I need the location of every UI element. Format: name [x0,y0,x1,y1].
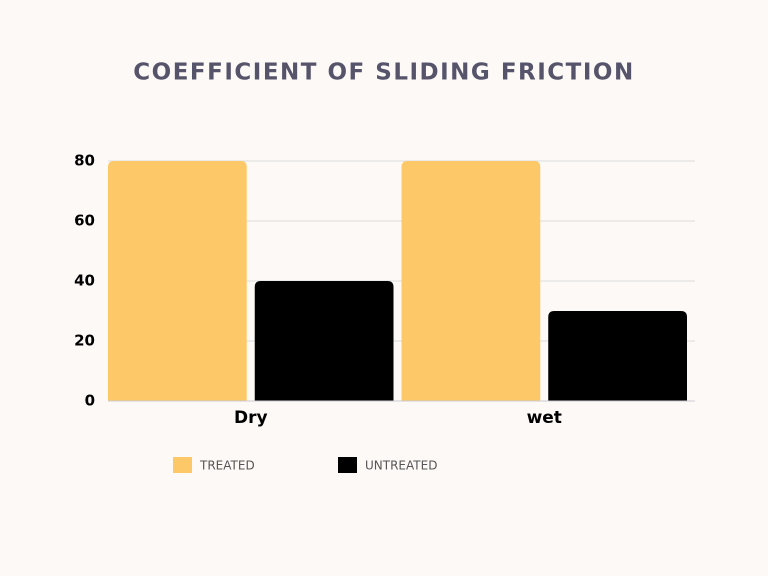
bar [401,161,541,401]
legend-label: UNTREATED [365,459,437,473]
y-tick-label: 20 [74,332,95,350]
legend-label: TREATED [199,459,255,473]
x-tick-label: wet [527,408,562,428]
bar [254,281,394,401]
y-tick-label: 0 [85,392,95,410]
chart-title: COEFFICIENT OF SLIDING FRICTION [133,60,634,86]
y-tick-label: 40 [74,272,95,290]
legend-swatch [338,457,357,473]
bar [108,161,247,401]
legend-swatch [173,457,192,473]
x-tick-label: Dry [234,408,268,428]
y-tick-label: 60 [74,212,95,230]
y-tick-label: 80 [74,152,95,170]
bar [548,311,687,401]
